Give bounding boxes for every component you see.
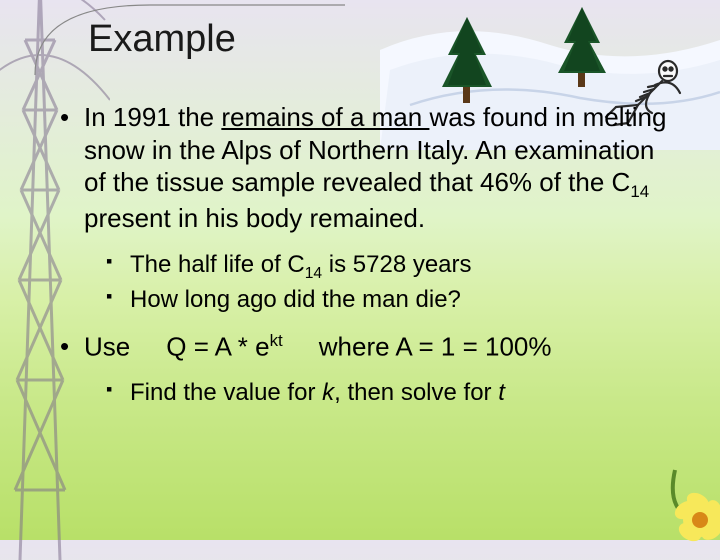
- b2-eq1: Q = A * e: [166, 332, 269, 362]
- b2-sup: kt: [270, 331, 283, 350]
- s1-sub: 14: [305, 265, 322, 282]
- s3-t: t: [498, 379, 505, 406]
- bullet-1: In 1991 the remains of a man was found i…: [60, 101, 680, 316]
- b1-link: remains of a man: [221, 102, 429, 132]
- s3-mid: , then solve for: [334, 379, 498, 406]
- b1-sub: 14: [630, 182, 649, 201]
- slide-title: Example: [88, 18, 680, 61]
- bullet-list: In 1991 the remains of a man was found i…: [60, 101, 680, 410]
- sub-1: The half life of C14 is 5728 years: [106, 249, 680, 284]
- s3-k: k: [322, 379, 334, 406]
- s1-pre: The half life of C: [130, 251, 305, 278]
- slide-content: Example In 1991 the remains of a man was…: [0, 0, 720, 434]
- sub-list-1: The half life of C14 is 5728 years How l…: [106, 249, 680, 316]
- corner-flower-graphic: [640, 460, 720, 550]
- b1-post: present in his body remained.: [84, 203, 425, 233]
- sub-2: How long ago did the man die?: [106, 284, 680, 316]
- b2-pre: Use: [84, 332, 130, 362]
- b1-pre: In 1991 the: [84, 102, 221, 132]
- sub-3: Find the value for k, then solve for t: [106, 377, 680, 409]
- bullet-2: UseQ = A * ektwhere A = 1 = 100% Find th…: [60, 330, 680, 410]
- sub-list-2: Find the value for k, then solve for t: [106, 377, 680, 409]
- s1-post: is 5728 years: [322, 251, 471, 278]
- b2-eq2: where A = 1 = 100%: [319, 332, 552, 362]
- s3-pre: Find the value for: [130, 379, 322, 406]
